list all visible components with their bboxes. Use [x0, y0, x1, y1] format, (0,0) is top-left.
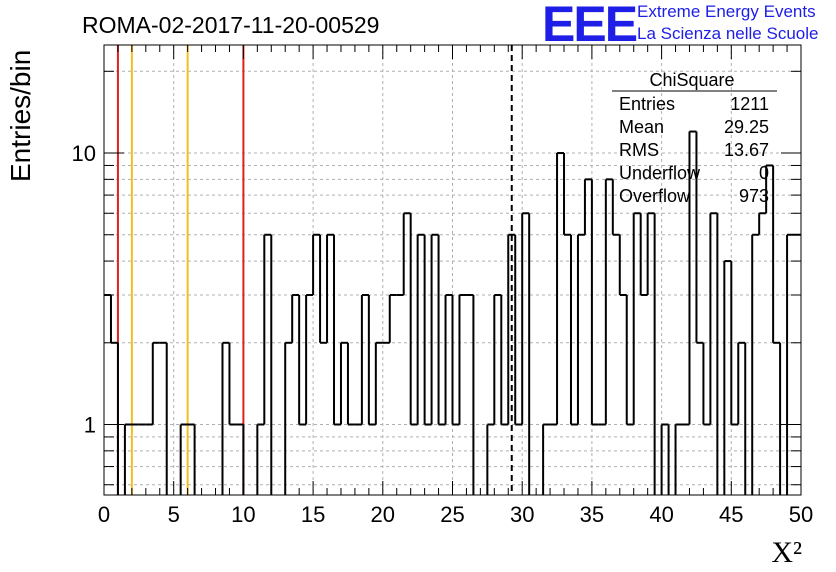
stats-row-label: Mean: [619, 117, 664, 137]
stats-row-value: 973: [739, 186, 769, 206]
x-tick-label: 40: [649, 502, 673, 527]
stats-row-value: 0: [759, 163, 769, 183]
x-tick-label: 35: [580, 502, 604, 527]
x-tick-label: 30: [510, 502, 534, 527]
stats-title: ChiSquare: [649, 70, 734, 90]
logo-line-1: Extreme Energy Events: [637, 2, 816, 21]
x-tick-label: 50: [789, 502, 813, 527]
x-tick-label: 45: [719, 502, 743, 527]
x-tick-label: 0: [98, 502, 110, 527]
y-tick-label: 1: [84, 413, 96, 438]
stats-row-label: RMS: [619, 140, 659, 160]
stats-row-value: 13.67: [724, 140, 769, 160]
y-tick-label: 10: [72, 141, 96, 166]
x-axis-title: X²: [771, 536, 802, 569]
x-tick-label: 25: [440, 502, 464, 527]
axis-ticks: 0 5 10 15 20 25 30 35 40 45 50 1 10: [72, 45, 813, 527]
x-tick-label: 20: [371, 502, 395, 527]
stats-row-value: 29.25: [724, 117, 769, 137]
logo-mark: EEE: [542, 0, 637, 52]
chart-title: ROMA-02-2017-11-20-00529: [82, 12, 379, 38]
stats-row-value: 1211: [730, 94, 769, 114]
stats-row-label: Entries: [619, 94, 675, 114]
stats-box: ChiSquare Entries 1211 Mean 29.25 RMS 13.67 Un…: [612, 70, 777, 206]
reference-lines: [116, 45, 513, 495]
y-axis-title: Entries/bin: [5, 50, 36, 182]
x-tick-label: 15: [301, 502, 325, 527]
histogram: [104, 130, 801, 495]
logo-line-2: La Scienza nelle Scuole: [637, 24, 818, 43]
x-tick-label: 10: [231, 502, 255, 527]
x-tick-label: 5: [168, 502, 180, 527]
stats-row-label: Overflow: [619, 186, 691, 206]
eee-logo: EEE Extreme Energy Events La Scienza nel…: [542, 0, 818, 52]
stats-row-label: Underflow: [619, 163, 701, 183]
